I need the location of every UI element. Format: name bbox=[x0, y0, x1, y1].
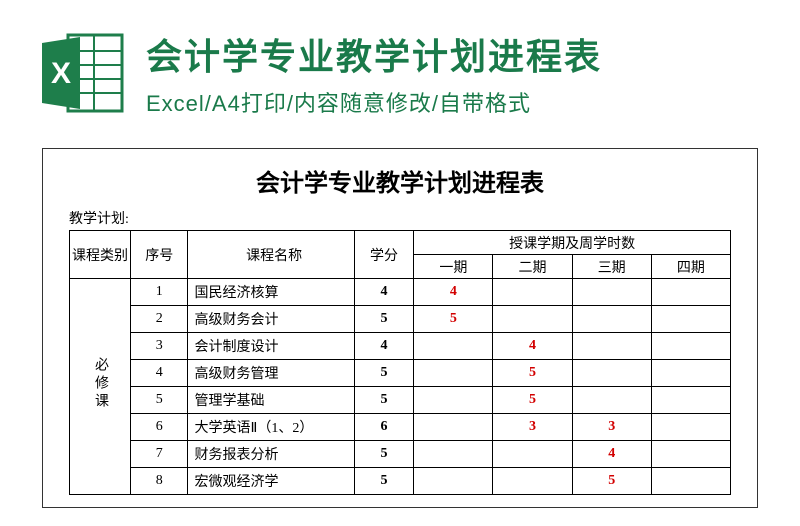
cell-p4 bbox=[651, 333, 730, 360]
cell-seq: 7 bbox=[131, 441, 188, 468]
header: X 会计学专业教学计划进程表 Excel/A4打印/内容随意修改/自带格式 bbox=[0, 0, 800, 130]
table-row: 3 会计制度设计 4 4 bbox=[70, 333, 731, 360]
cell-p2: 5 bbox=[493, 360, 572, 387]
table-row: 7 财务报表分析 5 4 bbox=[70, 441, 731, 468]
cell-seq: 2 bbox=[131, 306, 188, 333]
cell-p1 bbox=[414, 441, 493, 468]
cell-name: 国民经济核算 bbox=[188, 279, 354, 306]
main-title: 会计学专业教学计划进程表 bbox=[146, 28, 602, 80]
cell-p3 bbox=[572, 279, 651, 306]
cell-p4 bbox=[651, 468, 730, 495]
title-block: 会计学专业教学计划进程表 Excel/A4打印/内容随意修改/自带格式 bbox=[146, 28, 602, 118]
cell-credit: 5 bbox=[354, 360, 413, 387]
cell-p3 bbox=[572, 306, 651, 333]
cell-p2 bbox=[493, 468, 572, 495]
cell-credit: 5 bbox=[354, 387, 413, 414]
cell-p2 bbox=[493, 441, 572, 468]
curriculum-table: 课程类别 序号 课程名称 学分 授课学期及周学时数 一期 二期 三期 四期 必修… bbox=[69, 230, 731, 495]
col-period-group-header: 授课学期及周学时数 bbox=[414, 231, 731, 255]
cell-seq: 5 bbox=[131, 387, 188, 414]
table-row: 4 高级财务管理 5 5 bbox=[70, 360, 731, 387]
cell-p3: 5 bbox=[572, 468, 651, 495]
cell-name: 管理学基础 bbox=[188, 387, 354, 414]
period-3-header: 三期 bbox=[572, 255, 651, 279]
subtitle: Excel/A4打印/内容随意修改/自带格式 bbox=[146, 86, 602, 118]
cell-seq: 1 bbox=[131, 279, 188, 306]
cell-p2: 5 bbox=[493, 387, 572, 414]
cell-credit: 5 bbox=[354, 306, 413, 333]
cell-p4 bbox=[651, 306, 730, 333]
cell-credit: 4 bbox=[354, 333, 413, 360]
cell-seq: 8 bbox=[131, 468, 188, 495]
cell-p3 bbox=[572, 360, 651, 387]
cell-p4 bbox=[651, 279, 730, 306]
cell-p2: 4 bbox=[493, 333, 572, 360]
cell-p3 bbox=[572, 387, 651, 414]
cell-p1 bbox=[414, 414, 493, 441]
period-1-header: 一期 bbox=[414, 255, 493, 279]
cell-p2 bbox=[493, 279, 572, 306]
cell-credit: 4 bbox=[354, 279, 413, 306]
svg-text:X: X bbox=[51, 57, 71, 90]
table-row: 5 管理学基础 5 5 bbox=[70, 387, 731, 414]
cell-p3: 4 bbox=[572, 441, 651, 468]
cell-p1 bbox=[414, 333, 493, 360]
col-seq-header: 序号 bbox=[131, 231, 188, 279]
cell-name: 大学英语Ⅱ（1、2） bbox=[188, 414, 354, 441]
cell-name: 财务报表分析 bbox=[188, 441, 354, 468]
cell-p2: 3 bbox=[493, 414, 572, 441]
table-row: 2 高级财务会计 5 5 bbox=[70, 306, 731, 333]
cell-name: 高级财务管理 bbox=[188, 360, 354, 387]
table-body: 必修课 1 国民经济核算 4 4 2 高级财务会计 5 5 3 会计制度设计 bbox=[70, 279, 731, 495]
cell-p1: 4 bbox=[414, 279, 493, 306]
plan-label: 教学计划: bbox=[69, 208, 731, 228]
table-row: 必修课 1 国民经济核算 4 4 bbox=[70, 279, 731, 306]
table-header-row-1: 课程类别 序号 课程名称 学分 授课学期及周学时数 bbox=[70, 231, 731, 255]
col-name-header: 课程名称 bbox=[188, 231, 354, 279]
document-preview: 会计学专业教学计划进程表 教学计划: 课程类别 序号 课程名称 学分 授课学期及… bbox=[42, 148, 758, 508]
cell-p2 bbox=[493, 306, 572, 333]
col-credit-header: 学分 bbox=[354, 231, 413, 279]
cell-seq: 3 bbox=[131, 333, 188, 360]
document-title: 会计学专业教学计划进程表 bbox=[69, 163, 731, 198]
table-row: 8 宏微观经济学 5 5 bbox=[70, 468, 731, 495]
period-4-header: 四期 bbox=[651, 255, 730, 279]
cell-credit: 5 bbox=[354, 441, 413, 468]
excel-file-icon: X bbox=[36, 29, 128, 117]
cell-credit: 6 bbox=[354, 414, 413, 441]
cell-p4 bbox=[651, 441, 730, 468]
table-row: 6 大学英语Ⅱ（1、2） 6 3 3 bbox=[70, 414, 731, 441]
cell-name: 会计制度设计 bbox=[188, 333, 354, 360]
col-type-header: 课程类别 bbox=[70, 231, 131, 279]
cell-p1 bbox=[414, 468, 493, 495]
cell-p1 bbox=[414, 387, 493, 414]
cell-p3: 3 bbox=[572, 414, 651, 441]
cell-p3 bbox=[572, 333, 651, 360]
cell-p1: 5 bbox=[414, 306, 493, 333]
cell-name: 高级财务会计 bbox=[188, 306, 354, 333]
cell-p4 bbox=[651, 387, 730, 414]
cell-credit: 5 bbox=[354, 468, 413, 495]
cell-seq: 4 bbox=[131, 360, 188, 387]
period-2-header: 二期 bbox=[493, 255, 572, 279]
cell-p4 bbox=[651, 414, 730, 441]
cell-p1 bbox=[414, 360, 493, 387]
cell-seq: 6 bbox=[131, 414, 188, 441]
cell-name: 宏微观经济学 bbox=[188, 468, 354, 495]
category-cell: 必修课 bbox=[70, 279, 131, 495]
cell-p4 bbox=[651, 360, 730, 387]
